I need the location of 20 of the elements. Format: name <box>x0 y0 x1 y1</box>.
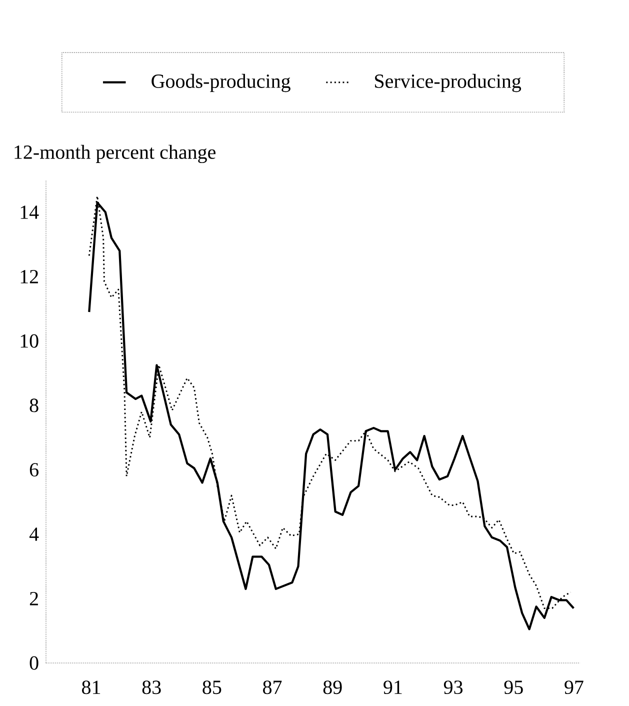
y-axis-title: 12-month percent change <box>14 144 216 164</box>
legend-label: Service-producing <box>375 74 522 92</box>
x-tick-label: 91 <box>384 680 402 694</box>
y-tick-label: 12 <box>20 270 38 284</box>
y-tick-label: 10 <box>20 334 38 348</box>
x-tick-label: 89 <box>323 680 342 694</box>
x-tick-label: 93 <box>444 680 463 694</box>
x-tick-label: 95 <box>504 680 523 694</box>
y-tick-label: 4 <box>29 528 39 541</box>
y-tick-label: 0 <box>30 656 38 670</box>
x-tick-label: 87 <box>263 680 282 694</box>
y-tick-label: 14 <box>20 206 39 219</box>
y-tick-label: 2 <box>30 592 38 606</box>
x-tick-label: 83 <box>142 680 161 694</box>
y-tick-label: 8 <box>30 398 38 412</box>
x-tick-label: 81 <box>82 680 100 694</box>
x-tick-label: 85 <box>202 680 222 694</box>
y-tick-label: 6 <box>30 463 38 477</box>
x-tick-label: 97 <box>564 680 584 694</box>
legend-label: Goods-producing <box>152 74 290 92</box>
